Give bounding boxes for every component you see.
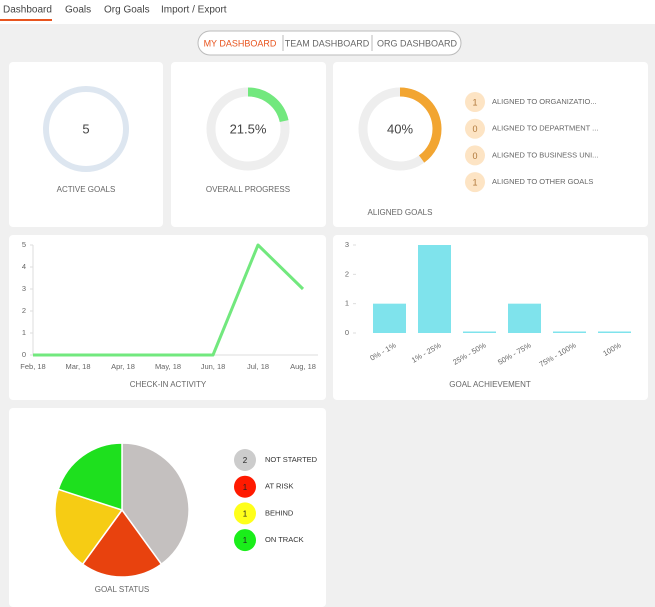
pie-slice	[81, 508, 163, 578]
bar	[463, 331, 496, 333]
aligned-label: ALIGNED TO BUSINESS UNI...	[492, 150, 598, 159]
x-tick-label: May, 18	[155, 362, 181, 371]
nav-tab[interactable]: Import / Export	[161, 5, 227, 16]
count-badge	[465, 145, 485, 166]
line-series	[33, 243, 305, 357]
y-tick-label: 3	[345, 240, 349, 249]
legend-label: ON TRACK	[265, 535, 304, 544]
legend-label: AT RISK	[265, 482, 293, 491]
nav-bar	[0, 0, 655, 24]
legend-label: NOT STARTED	[265, 455, 318, 464]
legend-badge	[234, 449, 256, 471]
legend-label: BEHIND	[265, 508, 294, 517]
aligned-label: ALIGNED TO OTHER GOALS	[492, 177, 593, 186]
legend-count: 1	[243, 483, 248, 492]
card	[9, 62, 163, 227]
ring	[43, 86, 129, 172]
nav-tab[interactable]: Dashboard	[3, 5, 52, 16]
aligned-label: ALIGNED TO DEPARTMENT ...	[492, 124, 598, 133]
card	[333, 62, 648, 227]
aligned-label: ALIGNED TO ORGANIZATIO...	[492, 97, 597, 106]
x-tick-label: Mar, 18	[65, 362, 90, 371]
x-tick-label: Jun, 18	[201, 362, 226, 371]
count: 1	[472, 97, 477, 107]
y-tick-label: 0	[22, 350, 26, 359]
x-tick-label: Feb, 18	[20, 362, 45, 371]
count: 0	[472, 151, 477, 161]
count-badge	[465, 118, 485, 139]
y-tick-label: 3	[22, 284, 26, 293]
card	[171, 62, 326, 227]
card-label: OVERALL PROGRESS	[206, 185, 290, 194]
active-tab-indicator	[0, 19, 52, 21]
legend-badge	[234, 475, 256, 498]
x-tick-label: Jul, 18	[247, 362, 269, 371]
count-badge	[465, 172, 485, 193]
y-tick-label: 2	[345, 269, 349, 278]
chart-title: CHECK-IN ACTIVITY	[130, 380, 207, 389]
y-tick-label: 0	[345, 328, 349, 337]
view-option[interactable]: MY DASHBOARD	[204, 38, 277, 48]
y-tick-label: 4	[22, 262, 26, 271]
chart-title: GOAL ACHIEVEMENT	[449, 380, 531, 389]
y-tick-label: 5	[22, 240, 26, 249]
active-goals-count: 5	[82, 121, 89, 136]
legend-count: 1	[243, 536, 248, 545]
legend-badge	[234, 529, 256, 552]
card-label: ALIGNED GOALS	[368, 208, 433, 217]
aligned-value: 40%	[387, 121, 413, 136]
chart-title: GOAL STATUS	[95, 585, 150, 594]
y-tick-label: 2	[22, 306, 26, 315]
bar	[598, 331, 631, 333]
view-option[interactable]: TEAM DASHBOARD	[285, 38, 370, 48]
view-switch	[197, 30, 462, 56]
legend-badge	[234, 502, 256, 525]
x-tick-label: Apr, 18	[111, 362, 135, 371]
count: 0	[472, 124, 477, 134]
nav-tab[interactable]: Goals	[65, 5, 91, 16]
y-tick-label: 1	[22, 328, 26, 337]
ring-progress	[206, 87, 290, 171]
view-option[interactable]: ORG DASHBOARD	[377, 38, 458, 48]
pie-slice	[121, 442, 190, 566]
card	[333, 235, 648, 400]
legend-count: 2	[243, 456, 248, 465]
x-tick-label: Aug, 18	[290, 362, 316, 371]
card-label: ACTIVE GOALS	[57, 185, 116, 194]
bar	[508, 303, 541, 333]
y-tick-label: 1	[345, 299, 349, 308]
ring-progress	[358, 87, 442, 171]
progress-value: 21.5%	[230, 121, 267, 136]
card	[9, 235, 326, 400]
legend-count: 1	[243, 510, 248, 519]
count-badge	[465, 92, 485, 112]
pie-slice	[54, 488, 124, 566]
nav-tab[interactable]: Org Goals	[104, 5, 150, 16]
bar	[373, 303, 406, 333]
count: 1	[472, 177, 477, 187]
bar	[553, 331, 586, 333]
pie-slice	[57, 442, 123, 512]
bar	[418, 245, 451, 333]
